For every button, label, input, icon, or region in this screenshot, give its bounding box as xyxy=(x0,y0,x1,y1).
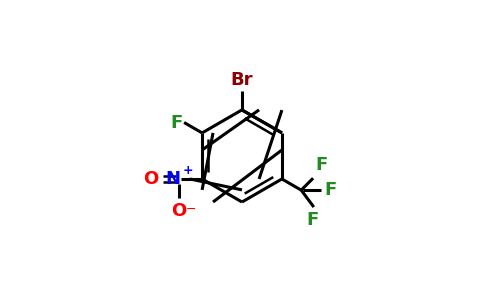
Text: F: F xyxy=(306,211,318,229)
Text: O: O xyxy=(143,170,159,188)
Text: F: F xyxy=(170,113,182,131)
Text: +: + xyxy=(183,164,194,177)
Text: F: F xyxy=(316,156,328,174)
Text: O: O xyxy=(172,202,187,220)
Text: N: N xyxy=(166,170,181,188)
Text: Br: Br xyxy=(231,71,253,89)
Text: −: − xyxy=(186,202,196,215)
Text: F: F xyxy=(324,181,336,199)
